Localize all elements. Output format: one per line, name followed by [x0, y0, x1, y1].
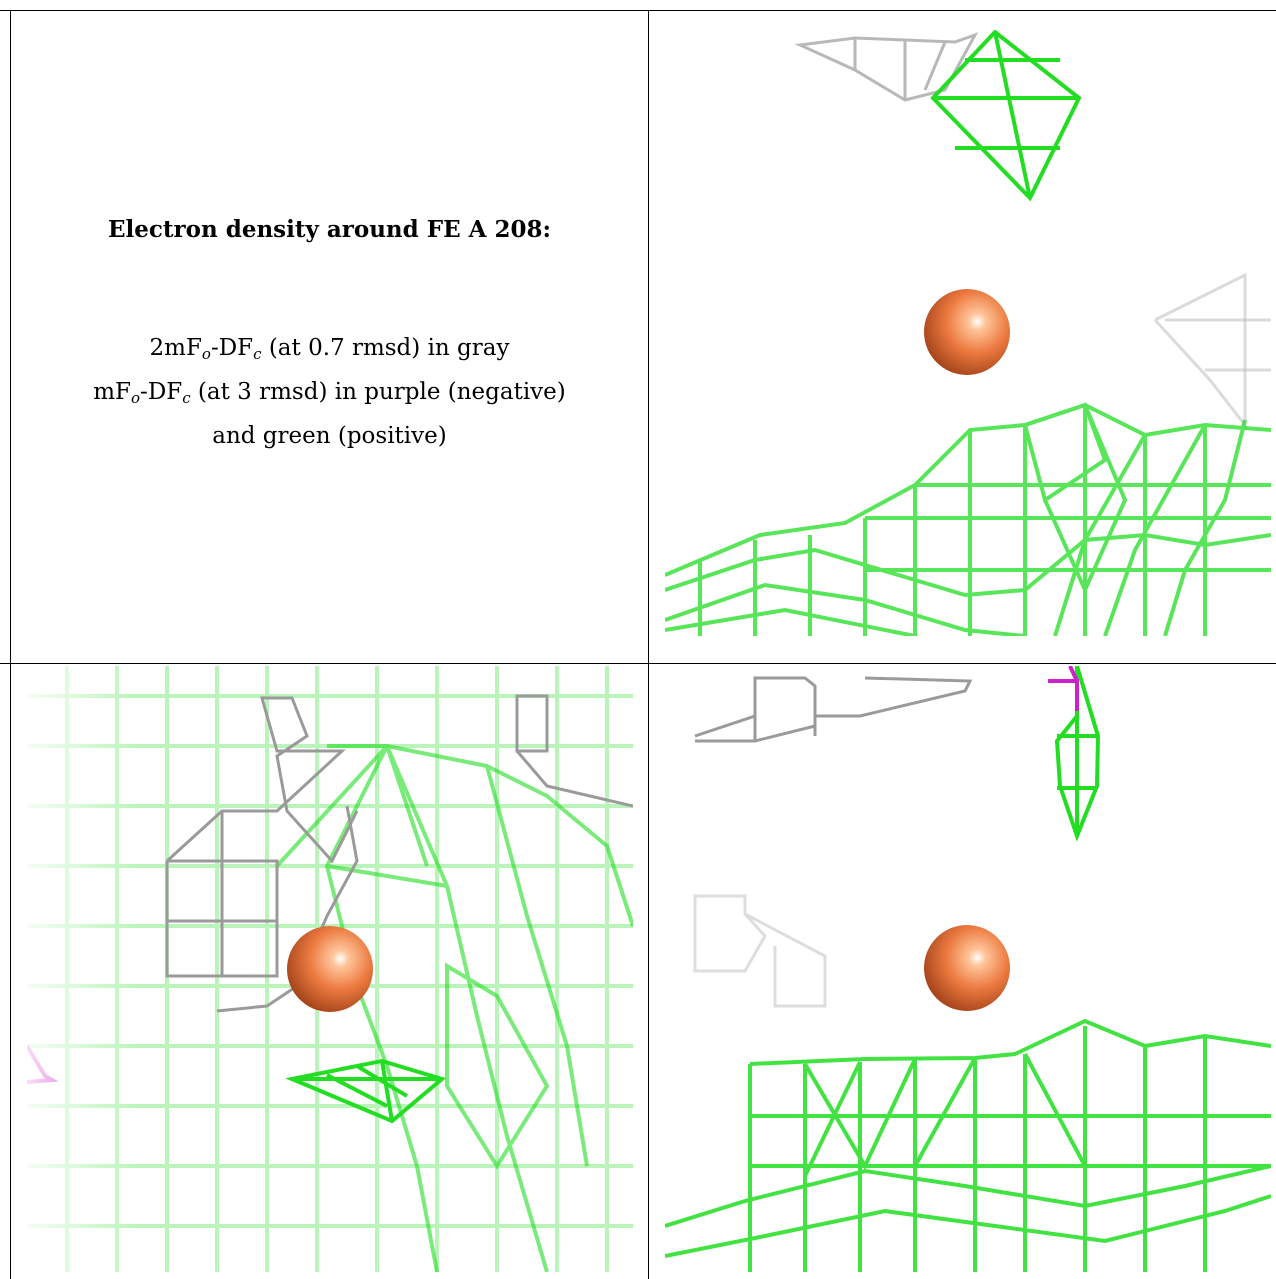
caption-line-fofc: mFo-DFc (at 3 rmsd) in purple (negative): [93, 379, 566, 407]
mesh-positive-upper: [1054, 666, 1101, 842]
mesh-positive-front: [275, 744, 633, 1272]
mesh-positive-lower: [665, 1018, 1271, 1272]
frame-top: [0, 10, 1276, 11]
caption-title: Electron density around FE A 208:: [108, 216, 551, 243]
density-view-2-canvas: [27, 666, 633, 1272]
mesh-2fofc: [165, 694, 633, 1013]
caption-panel: Electron density around FE A 208: 2mFo-D…: [11, 11, 648, 663]
caption-legend: 2mFo-DFc (at 0.7 rmsd) in gray mFo-DFc (…: [11, 329, 648, 455]
density-view-bottom-left: [27, 666, 633, 1272]
frame-middle: [648, 10, 649, 1279]
mesh-2fofc-faint: [693, 894, 827, 1008]
density-view-top-right: [665, 30, 1271, 636]
iron-atom: [924, 289, 1010, 375]
caption-line-colors: and green (positive): [212, 423, 447, 449]
frame-left: [10, 10, 11, 1279]
iron-atom: [287, 926, 373, 1012]
iron-atom: [924, 925, 1010, 1011]
density-view-3-canvas: [665, 666, 1271, 1272]
mesh-2fofc: [794, 32, 1271, 430]
density-view-bottom-right: [665, 666, 1271, 1272]
frame-row-divider: [0, 663, 1276, 664]
mesh-negative: [1048, 666, 1079, 711]
mesh-positive-lower: [665, 402, 1271, 636]
mesh-positive-upper: [930, 30, 1082, 202]
density-view-1-canvas: [665, 30, 1271, 636]
caption-line-2fofc: 2mFo-DFc (at 0.7 rmsd) in gray: [149, 335, 510, 363]
mesh-positive-core: [285, 1058, 447, 1124]
mesh-2fofc: [694, 676, 973, 743]
